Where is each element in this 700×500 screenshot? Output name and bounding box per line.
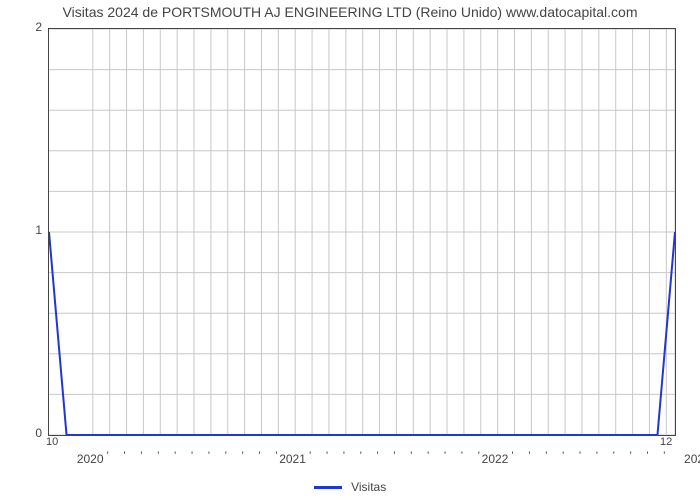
x-minor-tick: ' [646,450,648,462]
x-minor-tick: ' [562,450,564,462]
x-minor-tick: ' [174,450,176,462]
x-minor-tick: ' [107,450,109,462]
x-minor-tick: ' [124,450,126,462]
x-minor-tick: ' [326,450,328,462]
x-minor-tick: ' [208,450,210,462]
x-minor-tick: ' [663,450,665,462]
y-tick-label: 2 [35,20,42,34]
x-minor-tick: ' [242,450,244,462]
x-minor-tick: ' [360,450,362,462]
x-minor-tick: ' [528,450,530,462]
x-minor-tick: ' [478,450,480,462]
x-minor-tick: ' [140,450,142,462]
x-minor-tick: ' [461,450,463,462]
legend-swatch [314,486,342,489]
secondary-axis-right-label: 12 [660,436,672,448]
series-line [49,232,675,435]
x-minor-tick: ' [630,450,632,462]
chart-container: Visitas 2024 de PORTSMOUTH AJ ENGINEERIN… [0,0,700,500]
y-tick-label: 0 [35,426,42,440]
x-minor-tick: ' [157,450,159,462]
x-minor-tick: ' [258,450,260,462]
secondary-axis-left-label: 10 [46,436,58,448]
y-tick-label: 1 [35,223,42,237]
x-minor-tick: ' [309,450,311,462]
legend-label: Visitas [351,480,386,494]
x-minor-tick: ' [512,450,514,462]
x-tick-label: 2021 [279,452,306,466]
x-minor-tick: ' [225,450,227,462]
chart-title: Visitas 2024 de PORTSMOUTH AJ ENGINEERIN… [0,0,700,20]
plot-area [48,28,676,436]
x-tick-label: 2022 [482,452,509,466]
x-minor-tick: ' [191,450,193,462]
x-minor-tick: ' [596,450,598,462]
x-minor-tick: ' [393,450,395,462]
plot-svg [49,29,675,435]
x-tick-label: 2020 [77,452,104,466]
x-tick-label: 202 [684,452,700,466]
legend: Visitas [0,479,700,494]
x-minor-tick: ' [343,450,345,462]
grid-lines [49,29,675,435]
x-minor-tick: ' [444,450,446,462]
x-minor-tick: ' [579,450,581,462]
x-minor-tick: ' [275,450,277,462]
x-minor-tick: ' [410,450,412,462]
x-minor-tick: ' [545,450,547,462]
x-minor-tick: ' [427,450,429,462]
x-minor-tick: ' [613,450,615,462]
x-minor-tick: ' [377,450,379,462]
